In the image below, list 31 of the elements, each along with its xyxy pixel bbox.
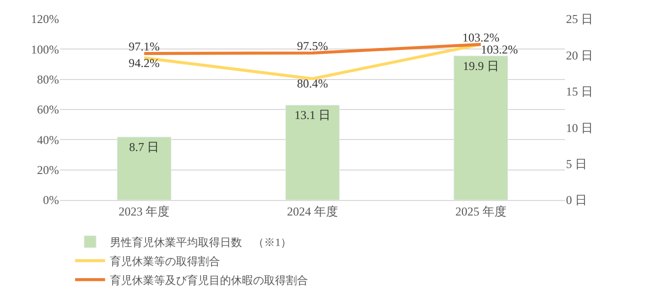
y-tick-label: 100% <box>31 42 59 56</box>
data-label: 97.1% <box>128 40 160 54</box>
data-label: 19.9 日 <box>462 58 499 73</box>
data-label: 97.5% <box>297 38 328 53</box>
bar <box>285 104 340 200</box>
y2-tick-label: 15 日 <box>566 84 593 99</box>
legend-label: 育児休業等の取得割合 <box>110 254 220 268</box>
data-label: 103.2% <box>462 30 500 44</box>
y2-tick-label: 20 日 <box>566 48 593 62</box>
legend-label: 育児休業等及び育児目的休暇の取得割合 <box>110 274 308 287</box>
data-label: 80.4% <box>297 76 328 91</box>
y2-tick-label: 25 日 <box>566 12 593 26</box>
bar <box>454 56 508 200</box>
y-tick-label: 60% <box>37 102 59 117</box>
data-label: 13.1 日 <box>294 108 330 122</box>
data-label: 8.7 日 <box>129 140 160 154</box>
x-tick-label: 2025 年度 <box>455 204 506 218</box>
y-tick-label: 0% <box>43 193 59 208</box>
y2-tick-label: 0 日 <box>566 193 587 208</box>
y-tick-label: 20% <box>37 163 59 178</box>
legend-label: 男性育児休業平均取得日数 （※1） <box>110 236 292 249</box>
y2-tick-label: 10 日 <box>566 120 593 135</box>
bar <box>116 136 172 200</box>
data-label: 94.2% <box>128 56 160 70</box>
x-tick-label: 2023 年度 <box>118 204 170 218</box>
data-label: 103.2% <box>480 42 518 56</box>
y-tick-label: 120% <box>31 12 59 26</box>
x-tick-label: 2024 年度 <box>287 204 338 218</box>
y2-tick-label: 5 日 <box>566 157 587 171</box>
y-tick-label: 40% <box>37 132 59 147</box>
y-tick-label: 80% <box>37 72 59 87</box>
